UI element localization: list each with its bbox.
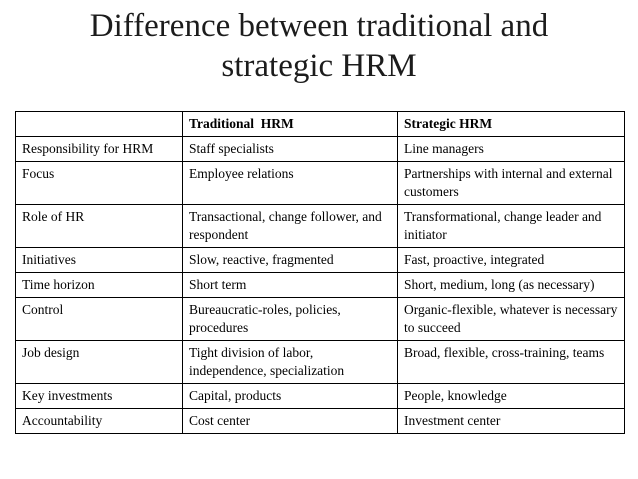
row-label: Control (15, 297, 183, 341)
table-row: Responsibility for HRM Staff specialists… (15, 136, 625, 162)
row-label: Focus (15, 161, 183, 205)
strategic-cell: Organic-flexible, whatever is necessary … (397, 297, 625, 341)
table-row: Accountability Cost center Investment ce… (15, 408, 625, 434)
strategic-cell: Investment center (397, 408, 625, 434)
strategic-cell: Partnerships with internal and external … (397, 161, 625, 205)
traditional-cell: Slow, reactive, fragmented (182, 247, 398, 273)
row-label: Role of HR (15, 204, 183, 248)
row-label: Accountability (15, 408, 183, 434)
table-row: Key investments Capital, products People… (15, 383, 625, 409)
header-cell-aspect (15, 111, 183, 137)
table-row: Focus Employee relations Partnerships wi… (15, 161, 625, 205)
strategic-cell: Fast, proactive, integrated (397, 247, 625, 273)
traditional-cell: Bureaucratic-roles, policies, procedures (182, 297, 398, 341)
traditional-cell: Capital, products (182, 383, 398, 409)
traditional-cell: Staff specialists (182, 136, 398, 162)
row-label: Initiatives (15, 247, 183, 273)
strategic-cell: Short, medium, long (as necessary) (397, 272, 625, 298)
row-label: Time horizon (15, 272, 183, 298)
traditional-cell: Tight division of labor, independence, s… (182, 340, 398, 384)
strategic-cell: Transformational, change leader and init… (397, 204, 625, 248)
header-cell-strategic: Strategic HRM (397, 111, 625, 137)
header-cell-traditional: Traditional HRM (182, 111, 398, 137)
table-row: Initiatives Slow, reactive, fragmented F… (15, 247, 625, 273)
slide-title: Difference between traditional and strat… (0, 6, 638, 86)
table-row: Time horizon Short term Short, medium, l… (15, 272, 625, 298)
comparison-table: Traditional HRM Strategic HRM Responsibi… (15, 111, 625, 434)
strategic-cell: Broad, flexible, cross-training, teams (397, 340, 625, 384)
strategic-cell: Line managers (397, 136, 625, 162)
row-label: Job design (15, 340, 183, 384)
traditional-cell: Employee relations (182, 161, 398, 205)
table-row: Role of HR Transactional, change followe… (15, 204, 625, 248)
table-row: Control Bureaucratic-roles, policies, pr… (15, 297, 625, 341)
strategic-cell: People, knowledge (397, 383, 625, 409)
row-label: Responsibility for HRM (15, 136, 183, 162)
traditional-cell: Cost center (182, 408, 398, 434)
slide-title-line-2: strategic HRM (221, 48, 417, 84)
slide-title-line-1: Difference between traditional and (89, 8, 549, 44)
row-label: Key investments (15, 383, 183, 409)
table-row: Job design Tight division of labor, inde… (15, 340, 625, 384)
table-header-row: Traditional HRM Strategic HRM (15, 111, 625, 137)
traditional-cell: Short term (182, 272, 398, 298)
traditional-cell: Transactional, change follower, and resp… (182, 204, 398, 248)
